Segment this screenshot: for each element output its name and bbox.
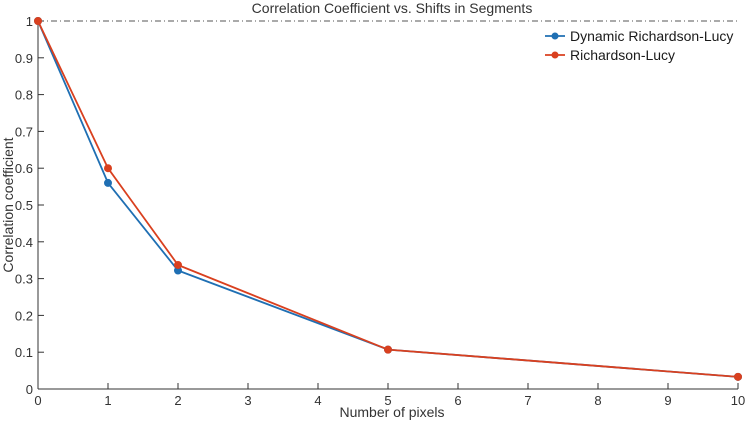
series-line-1 — [37, 20, 739, 378]
y-tick-label: 0.6 — [15, 161, 33, 176]
series-2-point — [174, 260, 182, 269]
series-2-point — [734, 372, 742, 381]
x-axis-title: Number of pixels — [339, 404, 444, 420]
legend-marker-1 — [551, 32, 559, 40]
axes: 0 1 2 3 4 5 6 7 8 9 10 0 0.1 0.2 0.3 0.4 0.5 0.6 0.7 0.8 0.9… — [15, 14, 745, 408]
y-axis-title: Correlation coefficient — [0, 137, 16, 272]
series-line-2 — [37, 20, 739, 378]
chart-title: Correlation Coefficient vs. Shifts in Se… — [252, 0, 533, 16]
y-tick-label: 0.5 — [15, 198, 33, 213]
y-tick-label: 0.4 — [15, 235, 33, 250]
x-tick-label: 7 — [524, 393, 531, 408]
y-tick-label: 0.9 — [15, 51, 33, 66]
y-tick-label: 0.3 — [15, 272, 33, 287]
series-1-point — [104, 178, 112, 187]
series-layer — [34, 17, 742, 381]
x-tick-label: 0 — [34, 393, 41, 408]
series-2-point — [104, 164, 112, 173]
y-tick-label: 0.8 — [15, 88, 33, 103]
legend-label-2: Richardson-Lucy — [570, 47, 675, 63]
y-tick-label: 0.2 — [15, 308, 33, 323]
x-tick-label: 9 — [664, 393, 671, 408]
x-tick-label: 4 — [314, 393, 321, 408]
legend: Dynamic Richardson-Lucy Richardson-Lucy — [545, 28, 733, 63]
x-tick-label: 1 — [104, 393, 111, 408]
x-tick-label: 5 — [384, 393, 391, 408]
x-tick-label: 8 — [594, 393, 601, 408]
x-tick-label: 3 — [244, 393, 251, 408]
x-tick-label: 6 — [454, 393, 461, 408]
y-tick-label: 0.7 — [15, 124, 33, 139]
series-2-point — [384, 345, 392, 354]
legend-label-1: Dynamic Richardson-Lucy — [570, 28, 733, 44]
series-2-point — [34, 17, 42, 25]
y-tick-label: 0.1 — [15, 345, 33, 360]
x-tick-label: 2 — [174, 393, 181, 408]
x-tick-label: 10 — [731, 393, 745, 408]
y-tick-label: 0 — [26, 382, 33, 397]
legend-marker-2 — [551, 51, 559, 59]
y-tick-label: 1 — [26, 14, 33, 29]
